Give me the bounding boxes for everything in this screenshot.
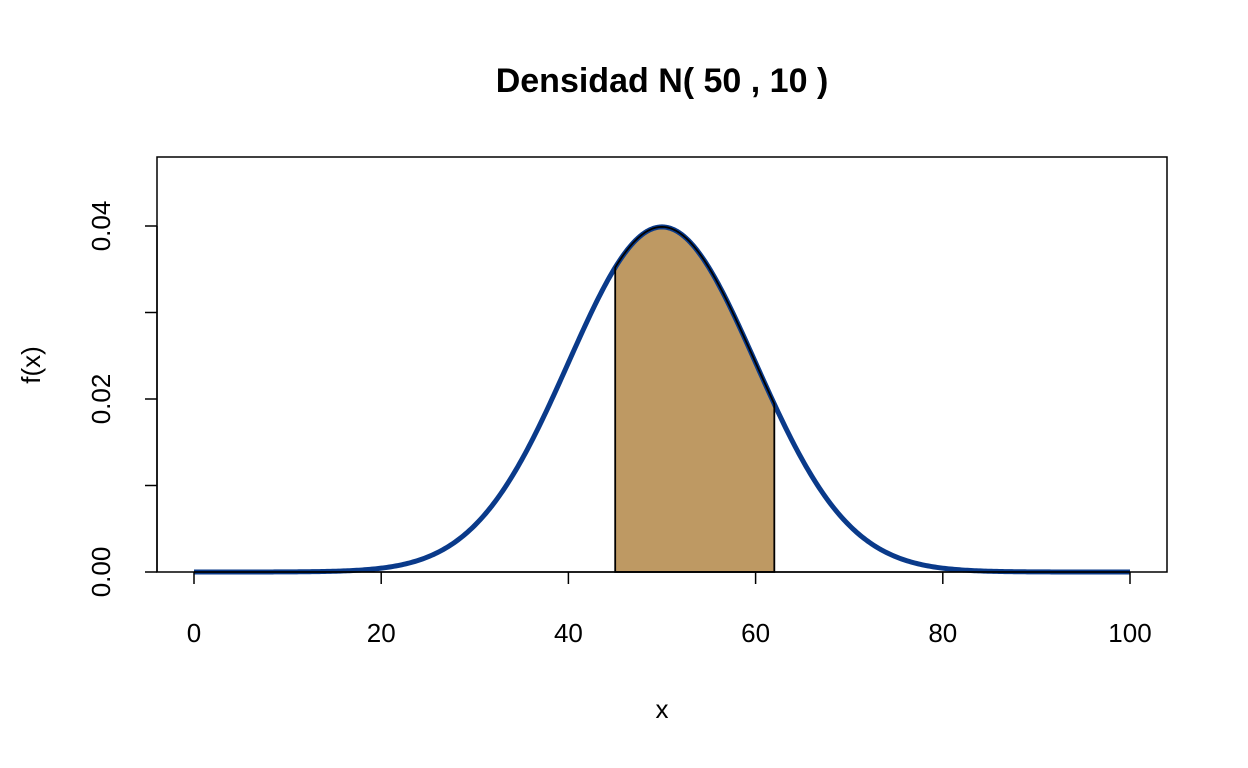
shaded-area-outline: [614, 226, 776, 573]
x-tick-label: 100: [1108, 618, 1151, 648]
x-tick-label: 0: [187, 618, 201, 648]
chart-title: Densidad N( 50 , 10 ): [496, 62, 829, 100]
x-axis-label: x: [656, 694, 669, 724]
x-tick-label: 40: [554, 618, 583, 648]
y-axis: 0.00 0.02 0.04: [86, 201, 158, 598]
y-tick-label: 0.02: [86, 374, 116, 425]
y-tick-label: 0.04: [86, 201, 116, 252]
x-tick-label: 60: [741, 618, 770, 648]
y-axis-label: f(x): [16, 346, 46, 384]
x-tick-label: 80: [928, 618, 957, 648]
y-tick-label: 0.00: [86, 547, 116, 598]
x-tick-label: 20: [367, 618, 396, 648]
x-axis: 0 20 40 60 80 100: [187, 571, 1152, 648]
shaded-area: [615, 226, 775, 573]
plot-area: [193, 224, 1131, 575]
